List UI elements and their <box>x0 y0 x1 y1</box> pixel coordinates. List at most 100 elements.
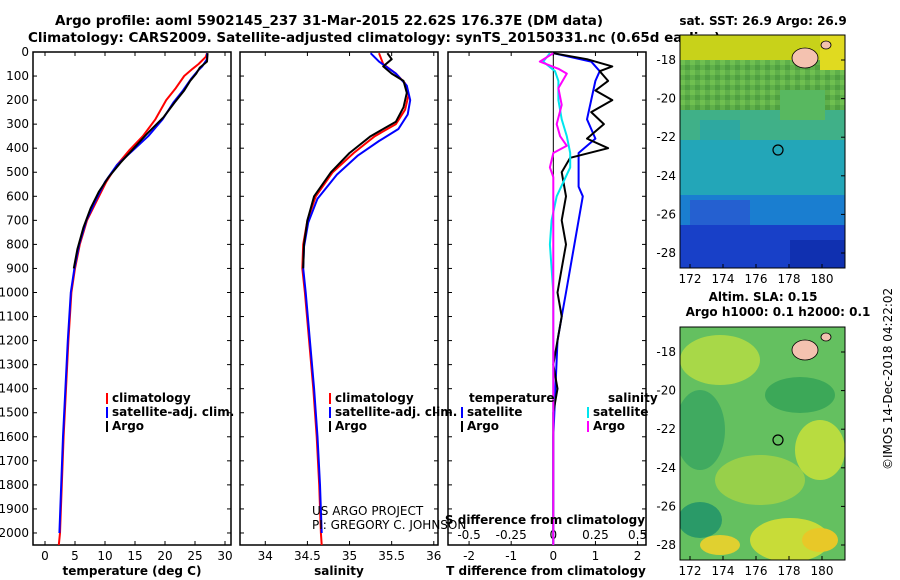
temperature-argo-line <box>72 53 209 269</box>
lon-tick-label: 180 <box>811 272 834 286</box>
lat-tick-label: -20 <box>656 384 676 398</box>
sla-map-image <box>680 327 845 560</box>
x-tick-label: 34 <box>258 549 273 563</box>
figure-title-line1: Argo profile: aoml 5902145_237 31-Mar-20… <box>55 13 603 29</box>
salinity-satellite-adj-clim--line <box>302 52 412 534</box>
lon-tick-label: 176 <box>745 564 768 578</box>
depth-axis: 0 100 200 300 400 500 600 700 800 900 1000 1100 1200… <box>0 45 646 540</box>
salinity-series <box>301 52 412 545</box>
diff-legend-temperature-heading: temperature <box>469 391 554 405</box>
lat-tick-label: -18 <box>656 345 676 359</box>
lat-tick-label: -28 <box>656 538 676 552</box>
temp-legend-argo: Argo <box>112 419 144 433</box>
temp-legend-clim: climatology <box>112 391 191 405</box>
sal-legend-argo: Argo <box>335 419 367 433</box>
s-tick-label: 0.5 <box>628 528 647 542</box>
sla-float-location-marker <box>772 434 784 446</box>
depth-tick-label: 1000 <box>0 285 29 299</box>
depth-tick-label: 1200 <box>0 334 29 348</box>
depth-tick-label: 700 <box>6 213 29 227</box>
salinity-x-axis: 34 34.5 35 35.5 36 <box>258 52 441 563</box>
salinity-legend: climatology satellite-adj. clim. Argo <box>329 391 457 433</box>
salinity-climatology-line <box>301 52 410 545</box>
s-tick-label: -0.5 <box>457 528 480 542</box>
lat-tick-label: -20 <box>656 92 676 106</box>
depth-tick-label: 500 <box>6 165 29 179</box>
temperature-panel-frame <box>32 51 232 546</box>
depth-tick-label: 1400 <box>0 382 29 396</box>
lon-tick-label: 174 <box>712 564 735 578</box>
depth-tick-label: 0 <box>21 45 29 59</box>
x-tick-label: 15 <box>127 549 142 563</box>
sla-map-title: Altim. SLA: 0.15 <box>709 290 818 304</box>
depth-tick-label: 300 <box>6 117 29 131</box>
temp-legend-sat: satellite-adj. clim. <box>112 405 234 419</box>
lon-tick-label: 180 <box>811 564 834 578</box>
salinity-x-label: salinity <box>314 564 364 578</box>
sla-map-frame <box>679 326 846 561</box>
depth-tick-label: 200 <box>6 93 29 107</box>
t-difference-label: T difference from climatology <box>446 564 646 578</box>
difference-panel-frame <box>447 51 647 546</box>
x-tick-label: 35 <box>342 549 357 563</box>
temperature-x-axis: 0 5 10 15 20 25 30 <box>41 52 233 563</box>
depth-tick-label: 1500 <box>0 406 29 420</box>
sst-map-frame <box>679 34 846 269</box>
x-tick-label: 0 <box>41 549 49 563</box>
lat-tick-label: -26 <box>656 207 676 221</box>
figure-title-line2: Climatology: CARS2009. Satellite-adjuste… <box>28 30 720 46</box>
x-tick-label: 35.5 <box>378 549 405 563</box>
x-tick-label: 10 <box>97 549 112 563</box>
sal-legend-sat: satellite-adj. clim. <box>335 405 457 419</box>
temperature-legend: climatology satellite-adj. clim. Argo <box>106 391 234 433</box>
lat-tick-label: -22 <box>656 130 676 144</box>
lon-tick-label: 178 <box>778 564 801 578</box>
diff-legend-t-sat: satellite <box>467 405 522 419</box>
sal-diff-satellite-line <box>542 52 572 545</box>
depth-tick-label: 1100 <box>0 310 29 324</box>
sal-diff-argo-line <box>538 52 568 545</box>
x-tick-label: 34.5 <box>294 549 321 563</box>
s-tick-label: 0.25 <box>582 528 609 542</box>
depth-tick-label: 2000 <box>0 526 29 540</box>
lon-tick-label: 172 <box>679 272 702 286</box>
x-tick-label: -2 <box>463 549 475 563</box>
lat-tick-label: -24 <box>656 461 676 475</box>
depth-tick-label: 900 <box>6 261 29 275</box>
depth-tick-label: 400 <box>6 141 29 155</box>
depth-tick-label: 1900 <box>0 502 29 516</box>
imos-timestamp: ©IMOS 14-Dec-2018 04:22:02 <box>881 288 895 470</box>
s-difference-label: S difference from climatology <box>445 513 645 527</box>
lon-tick-label: 178 <box>778 272 801 286</box>
depth-tick-label: 1800 <box>0 478 29 492</box>
depth-tick-label: 600 <box>6 189 29 203</box>
diff-legend-salinity-heading: salinity <box>608 391 658 405</box>
sst-float-location-marker <box>772 144 784 156</box>
x-tick-label: 1 <box>592 549 600 563</box>
pi-credit: PI: GREGORY C. JOHNSON <box>312 518 466 532</box>
temperature-series <box>57 52 209 545</box>
sst-map-axes: 172 174 176 178 180 -18 -20 -22 -24 -26 -28 <box>656 53 845 286</box>
diff-legend-t-argo: Argo <box>467 419 499 433</box>
x-tick-label: 5 <box>71 549 79 563</box>
lat-tick-label: -22 <box>656 422 676 436</box>
x-tick-label: 2 <box>634 549 642 563</box>
diff-legend-s-sat: satellite <box>593 405 648 419</box>
project-credit: US ARGO PROJECT <box>312 504 424 518</box>
x-tick-label: 20 <box>157 549 172 563</box>
depth-tick-label: 1600 <box>0 430 29 444</box>
temperature-x-label: temperature (deg C) <box>63 564 202 578</box>
x-tick-label: 25 <box>187 549 202 563</box>
sla-map-subtitle: Argo h1000: 0.1 h2000: 0.1 <box>686 305 871 319</box>
difference-series <box>538 52 614 545</box>
s-tick-label: -0.25 <box>496 528 527 542</box>
difference-legend: temperature satellite Argo salinity sate… <box>461 391 658 433</box>
lon-tick-label: 172 <box>679 564 702 578</box>
sla-map-axes: 172 174 176 178 180 -18 -20 -22 -24 -26 -28 <box>656 345 845 578</box>
lon-tick-label: 176 <box>745 272 768 286</box>
x-tick-label: 36 <box>426 549 441 563</box>
depth-tick-label: 800 <box>6 237 29 251</box>
x-tick-label: 30 <box>217 549 232 563</box>
